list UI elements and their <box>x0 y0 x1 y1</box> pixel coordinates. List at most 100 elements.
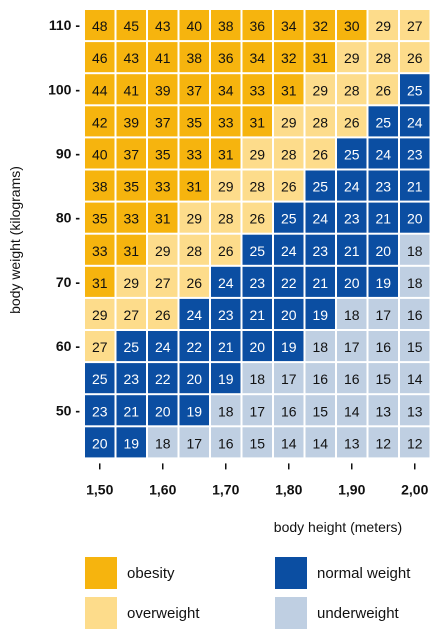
heatmap-cell-obesity <box>242 10 272 41</box>
heatmap-cell-value: 24 <box>344 179 360 195</box>
heatmap-cell-value: 31 <box>186 179 202 195</box>
heatmap-cell-value: 31 <box>281 82 297 98</box>
heatmap-cell-value: 23 <box>344 211 360 227</box>
heatmap-cell-overweight <box>305 74 335 105</box>
heatmap-cell-overweight <box>337 42 367 73</box>
heatmap-cell-value: 29 <box>186 211 202 227</box>
heatmap-cell-value: 35 <box>123 179 139 195</box>
heatmap-cell-underweight <box>400 395 430 426</box>
heatmap-cell-obesity <box>148 42 178 73</box>
heatmap-cell-normal-weight <box>368 106 398 137</box>
heatmap-cell-value: 19 <box>186 403 202 419</box>
heatmap-cell-overweight <box>242 138 272 169</box>
heatmap-cell-value: 23 <box>312 243 328 259</box>
heatmap-cell-normal-weight <box>274 298 304 329</box>
heatmap-cell-underweight <box>368 363 398 394</box>
heatmap-cell-value: 31 <box>218 146 234 162</box>
heatmap-cell-obesity <box>305 10 335 41</box>
heatmap-cell-underweight <box>274 395 304 426</box>
heatmap-cell-obesity <box>116 42 146 73</box>
heatmap-cell-value: 18 <box>407 243 423 259</box>
heatmap-cell-value: 26 <box>407 50 423 66</box>
heatmap-cell-value: 26 <box>249 211 265 227</box>
heatmap-cell-overweight <box>368 10 398 41</box>
heatmap-cell-obesity <box>179 106 209 137</box>
heatmap-cell-value: 29 <box>218 179 234 195</box>
heatmap-cell-value: 21 <box>344 243 360 259</box>
heatmap-cell-value: 37 <box>186 82 202 98</box>
heatmap-cell-value: 38 <box>92 179 108 195</box>
heatmap-cell-underweight <box>242 427 272 458</box>
x-axis-label: body height (meters) <box>274 519 402 535</box>
heatmap-cell-obesity <box>179 138 209 169</box>
heatmap-cell-value: 20 <box>186 371 202 387</box>
heatmap-cell-normal-weight <box>274 234 304 265</box>
heatmap-cell-value: 18 <box>407 275 423 291</box>
heatmap-cell-value: 28 <box>281 146 297 162</box>
heatmap-cell-underweight <box>400 234 430 265</box>
heatmap-cell-underweight <box>274 427 304 458</box>
heatmap-cell-value: 32 <box>281 50 297 66</box>
heatmap-cell-value: 39 <box>155 82 171 98</box>
heatmap-cell-value: 25 <box>123 339 139 355</box>
y-tick-label: 80 - <box>56 210 80 226</box>
heatmap-cell-normal-weight <box>242 298 272 329</box>
heatmap-cell-normal-weight <box>400 170 430 201</box>
heatmap-cell-normal-weight <box>148 331 178 362</box>
heatmap-cell-obesity <box>274 42 304 73</box>
heatmap-cell-value: 24 <box>375 146 391 162</box>
heatmap-cell-value: 23 <box>249 275 265 291</box>
heatmap-cell-overweight <box>179 266 209 297</box>
heatmap-cell-underweight <box>305 427 335 458</box>
heatmap-cell-obesity <box>116 10 146 41</box>
heatmap-cell-normal-weight <box>179 298 209 329</box>
heatmap-cell-value: 29 <box>281 114 297 130</box>
heatmap-cell-value: 24 <box>312 211 328 227</box>
heatmap-cell-overweight <box>368 74 398 105</box>
heatmap-cell-normal-weight <box>274 331 304 362</box>
x-tick-label: 2,00 <box>401 481 428 497</box>
heatmap-cell-obesity <box>274 74 304 105</box>
heatmap-cell-overweight <box>337 106 367 137</box>
heatmap-cell-underweight <box>400 331 430 362</box>
heatmap-cell-value: 34 <box>281 18 297 34</box>
heatmap-cell-value: 29 <box>155 243 171 259</box>
heatmap-cell-normal-weight <box>211 331 241 362</box>
heatmap-cell-obesity <box>242 74 272 105</box>
heatmap-cell-value: 33 <box>186 146 202 162</box>
heatmap-cell-value: 29 <box>123 275 139 291</box>
heatmap-cell-value: 20 <box>249 339 265 355</box>
heatmap-cell-normal-weight <box>85 363 115 394</box>
heatmap-cell-value: 20 <box>155 403 171 419</box>
heatmap-cell-value: 33 <box>218 114 234 130</box>
legend: obesity normal weight overweight underweigh… <box>85 557 411 629</box>
heatmap-cell-obesity <box>85 42 115 73</box>
heatmap-cell-value: 16 <box>344 371 360 387</box>
heatmap-cell-overweight <box>85 298 115 329</box>
heatmap-cell-value: 21 <box>249 307 265 323</box>
heatmap-cell-value: 12 <box>375 435 391 451</box>
heatmap-cell-normal-weight <box>179 395 209 426</box>
heatmap-cell-value: 24 <box>155 339 171 355</box>
heatmap-cell-normal-weight <box>337 234 367 265</box>
heatmap-cell-underweight <box>211 427 241 458</box>
heatmap-cell-obesity <box>85 74 115 105</box>
y-tick-label: 70 - <box>56 274 80 290</box>
heatmap-cell-value: 32 <box>312 18 328 34</box>
heatmap-cell-obesity <box>116 74 146 105</box>
heatmap-cell-normal-weight <box>242 331 272 362</box>
heatmap-cell-overweight <box>211 170 241 201</box>
heatmap-cell-value: 25 <box>92 371 108 387</box>
heatmap-cell-overweight <box>211 202 241 233</box>
heatmap-cell-value: 20 <box>407 211 423 227</box>
heatmap-cell-normal-weight <box>368 202 398 233</box>
heatmap-cell-obesity <box>148 202 178 233</box>
heatmap-cell-value: 15 <box>312 403 328 419</box>
heatmap-cell-value: 23 <box>407 146 423 162</box>
heatmap-cell-value: 31 <box>312 50 328 66</box>
heatmap-cell-underweight <box>305 363 335 394</box>
heatmap-cell-normal-weight <box>305 170 335 201</box>
heatmap-cell-normal-weight <box>116 427 146 458</box>
heatmap-cell-value: 13 <box>375 403 391 419</box>
heatmap-cell-value: 16 <box>281 403 297 419</box>
